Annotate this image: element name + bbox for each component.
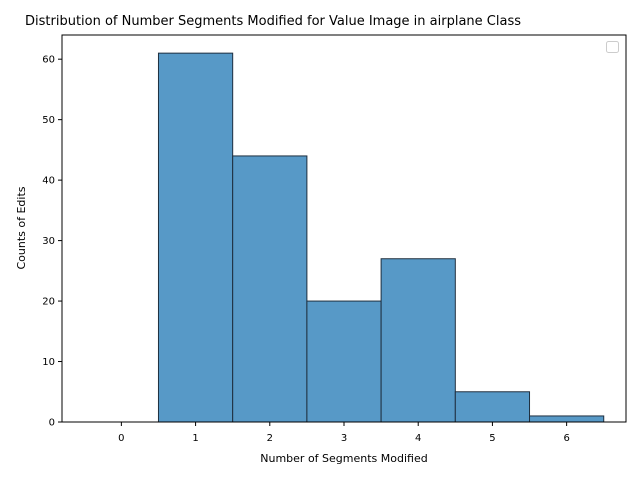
bar-5 xyxy=(454,391,531,423)
bar-6 xyxy=(529,415,605,423)
y-tick-label-30: 30 xyxy=(42,236,55,247)
bar-1 xyxy=(157,52,234,423)
y-ticks: 0 10 20 30 40 50 60 xyxy=(42,55,62,429)
y-tick-label-20: 20 xyxy=(42,297,55,308)
x-tick-label-6: 6 xyxy=(563,433,569,444)
bar-4 xyxy=(380,258,456,423)
x-tick-label-2: 2 xyxy=(267,433,273,444)
x-ticks: 0 1 2 3 4 5 6 xyxy=(118,422,570,444)
y-tick-label-60: 60 xyxy=(42,55,55,66)
x-tick-label-3: 3 xyxy=(341,433,347,444)
y-tick-label-10: 10 xyxy=(42,357,55,368)
x-tick-label-0: 0 xyxy=(118,433,124,444)
chart-title: Distribution of Number Segments Modified… xyxy=(25,14,521,29)
bars-group xyxy=(157,52,605,423)
y-tick-label-0: 0 xyxy=(49,418,55,429)
y-tick-label-40: 40 xyxy=(42,176,55,187)
bar-2 xyxy=(232,155,308,423)
x-tick-label-4: 4 xyxy=(415,433,421,444)
x-axis-label: Number of Segments Modified xyxy=(260,452,427,465)
legend-box xyxy=(606,41,619,53)
x-tick-label-1: 1 xyxy=(192,433,198,444)
bar-3 xyxy=(306,300,382,423)
plot-frame xyxy=(61,34,627,423)
y-axis-label: Counts of Edits xyxy=(15,186,28,269)
x-tick-label-5: 5 xyxy=(489,433,495,444)
y-tick-label-50: 50 xyxy=(42,115,55,126)
